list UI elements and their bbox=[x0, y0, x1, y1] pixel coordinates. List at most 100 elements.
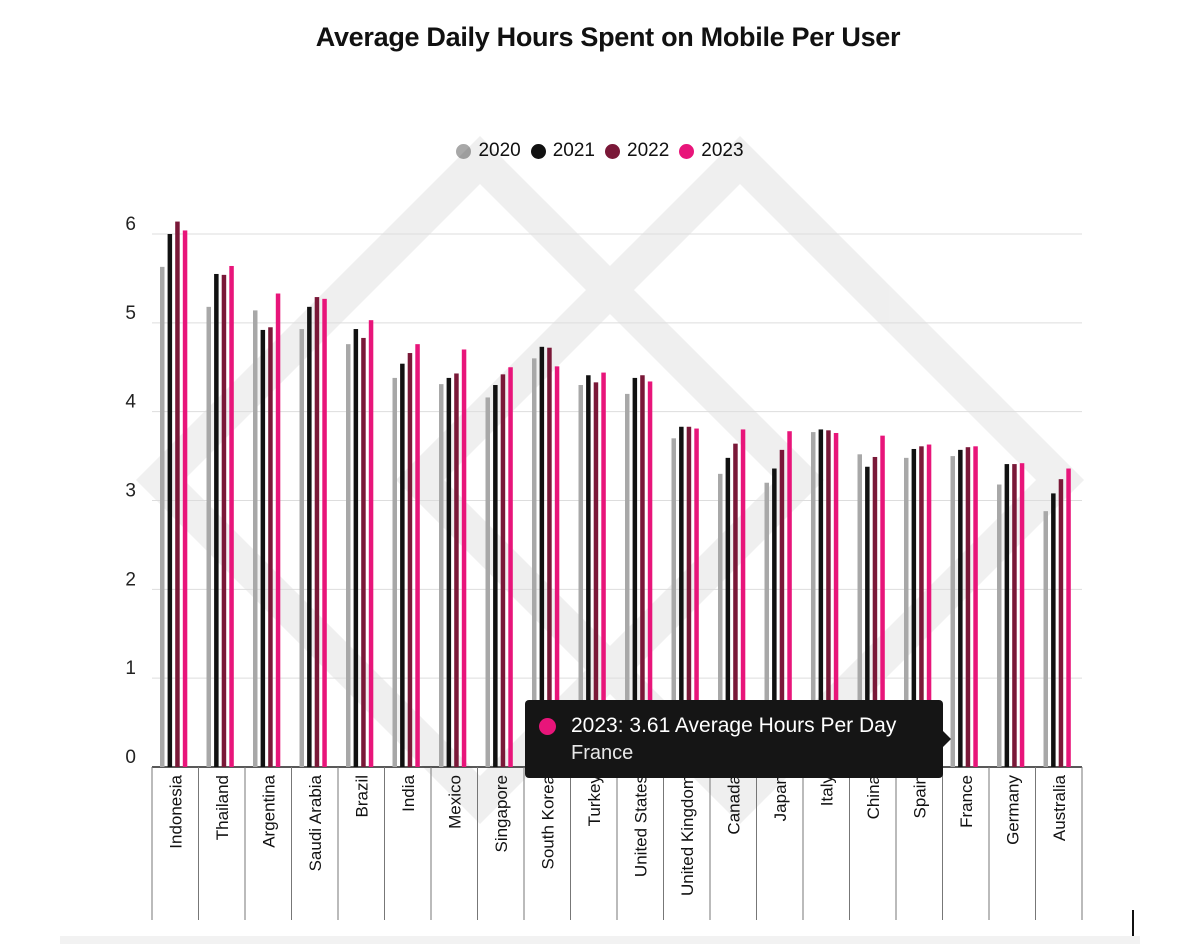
bar-2021-singapore[interactable] bbox=[493, 385, 498, 767]
y-tick-label: 3 bbox=[125, 481, 136, 502]
bar-2020-india[interactable] bbox=[392, 377, 398, 767]
legend-item-2020[interactable]: 2020 bbox=[456, 140, 521, 162]
bar-2020-france[interactable] bbox=[950, 456, 956, 767]
bar-2020-saudi-arabia[interactable] bbox=[299, 329, 305, 767]
hover-tooltip: 2023: 3.61 Average Hours Per Day France bbox=[525, 700, 951, 778]
bar-2022-australia[interactable] bbox=[1058, 479, 1064, 767]
bar-2023-thailand[interactable] bbox=[229, 265, 234, 767]
bar-2023-singapore[interactable] bbox=[508, 367, 513, 767]
bar-2023-united-kingdom[interactable] bbox=[694, 428, 699, 767]
bar-2023-argentina[interactable] bbox=[275, 293, 281, 767]
x-category-label: United States bbox=[631, 775, 650, 877]
bar-2021-saudi-arabia[interactable] bbox=[307, 306, 312, 767]
bar-2022-china[interactable] bbox=[872, 456, 878, 767]
x-category-label: Indonesia bbox=[166, 774, 185, 848]
bar-2020-thailand[interactable] bbox=[206, 306, 212, 767]
bar-2021-australia[interactable] bbox=[1051, 493, 1056, 767]
bar-2022-mexico[interactable] bbox=[454, 373, 459, 767]
y-tick-label: 2 bbox=[125, 569, 136, 590]
bar-2023-japan[interactable] bbox=[787, 431, 792, 767]
bar-2023-spain[interactable] bbox=[926, 444, 932, 767]
bar-2020-germany[interactable] bbox=[997, 484, 1002, 767]
x-category-label: Mexico bbox=[445, 775, 464, 829]
bar-2020-italy[interactable] bbox=[811, 432, 816, 767]
bar-2020-japan[interactable] bbox=[764, 482, 770, 767]
bar-2020-united-states[interactable] bbox=[625, 393, 630, 767]
bar-2023-turkey[interactable] bbox=[601, 372, 606, 767]
bar-2022-turkey[interactable] bbox=[593, 382, 599, 767]
bar-2021-argentina[interactable] bbox=[260, 329, 266, 767]
y-tick-label: 6 bbox=[125, 214, 136, 235]
bar-2023-india[interactable] bbox=[415, 344, 420, 767]
bar-2021-india[interactable] bbox=[400, 363, 405, 767]
bar-2021-spain[interactable] bbox=[911, 448, 917, 767]
bar-2022-italy[interactable] bbox=[826, 430, 831, 767]
legend-item-2022[interactable]: 2022 bbox=[605, 140, 669, 162]
bar-2022-brazil[interactable] bbox=[361, 337, 366, 767]
bar-2023-germany[interactable] bbox=[1019, 463, 1025, 767]
x-category-label: Italy bbox=[817, 775, 836, 807]
bar-2020-brazil[interactable] bbox=[346, 344, 351, 767]
bar-2022-spain[interactable] bbox=[919, 446, 924, 767]
bar-2021-brazil[interactable] bbox=[353, 329, 359, 767]
bar-2022-argentina[interactable] bbox=[268, 327, 273, 767]
bar-2022-south-korea[interactable] bbox=[547, 347, 552, 767]
tooltip-series-dot bbox=[539, 718, 556, 735]
bar-2021-united-kingdom[interactable] bbox=[679, 426, 684, 767]
bar-2023-france[interactable] bbox=[973, 446, 978, 767]
bar-2021-italy[interactable] bbox=[818, 429, 824, 767]
bar-2020-united-kingdom[interactable] bbox=[671, 438, 677, 767]
bar-2021-china[interactable] bbox=[865, 466, 870, 767]
bar-2023-indonesia[interactable] bbox=[182, 230, 188, 768]
y-tick-label: 1 bbox=[125, 658, 136, 679]
bar-2020-singapore[interactable] bbox=[485, 397, 491, 767]
bar-2021-mexico[interactable] bbox=[446, 377, 452, 767]
bar-2022-united-states[interactable] bbox=[640, 375, 645, 767]
bar-2021-thailand[interactable] bbox=[214, 273, 219, 767]
bar-2020-mexico[interactable] bbox=[439, 384, 444, 767]
bar-2022-japan[interactable] bbox=[779, 449, 785, 767]
bar-2022-germany[interactable] bbox=[1012, 464, 1017, 767]
bar-2022-united-kingdom[interactable] bbox=[686, 426, 692, 767]
bar-2021-france[interactable] bbox=[958, 449, 963, 767]
bar-2021-germany[interactable] bbox=[1004, 464, 1010, 767]
bar-2021-canada[interactable] bbox=[725, 457, 731, 767]
legend-dot-2023 bbox=[679, 143, 695, 159]
bar-2020-australia[interactable] bbox=[1043, 511, 1049, 767]
bar-2020-south-korea[interactable] bbox=[532, 358, 537, 767]
y-tick-label: 0 bbox=[125, 747, 136, 768]
bar-2022-indonesia[interactable] bbox=[175, 221, 180, 767]
bar-2020-canada[interactable] bbox=[718, 473, 723, 767]
bar-2020-argentina[interactable] bbox=[253, 310, 258, 767]
bar-2023-saudi-arabia[interactable] bbox=[322, 298, 327, 767]
bar-2020-indonesia[interactable] bbox=[160, 266, 165, 767]
legend-item-2023[interactable]: 2023 bbox=[679, 140, 744, 162]
x-category-label: Brazil bbox=[352, 775, 371, 818]
bar-2021-indonesia[interactable] bbox=[167, 234, 173, 767]
bar-2020-china[interactable] bbox=[857, 454, 863, 767]
bar-2021-turkey[interactable] bbox=[586, 375, 591, 767]
bar-2022-thailand[interactable] bbox=[221, 274, 227, 767]
bar-2023-brazil[interactable] bbox=[368, 320, 374, 767]
bar-2022-canada[interactable] bbox=[733, 443, 738, 767]
legend-item-2021[interactable]: 2021 bbox=[530, 140, 595, 162]
bar-2022-singapore[interactable] bbox=[500, 374, 506, 767]
bar-2021-south-korea[interactable] bbox=[539, 346, 545, 767]
bar-2022-saudi-arabia[interactable] bbox=[314, 297, 320, 767]
bar-2022-india[interactable] bbox=[407, 353, 413, 767]
bar-2023-united-states[interactable] bbox=[647, 381, 653, 767]
bar-2023-south-korea[interactable] bbox=[554, 366, 560, 767]
bottom-edge bbox=[60, 936, 1140, 944]
x-category-label: Turkey bbox=[585, 775, 604, 827]
bar-2021-united-states[interactable] bbox=[632, 377, 638, 767]
bar-2023-australia[interactable] bbox=[1066, 468, 1071, 767]
bar-2023-italy[interactable] bbox=[833, 432, 839, 767]
bar-2022-france[interactable] bbox=[965, 447, 971, 767]
bar-2020-spain[interactable] bbox=[904, 457, 909, 767]
bar-2023-canada[interactable] bbox=[740, 429, 746, 767]
bar-2023-mexico[interactable] bbox=[461, 349, 467, 767]
bar-2021-japan[interactable] bbox=[772, 468, 777, 767]
bar-2023-china[interactable] bbox=[880, 435, 885, 767]
bar-2020-turkey[interactable] bbox=[578, 385, 584, 767]
